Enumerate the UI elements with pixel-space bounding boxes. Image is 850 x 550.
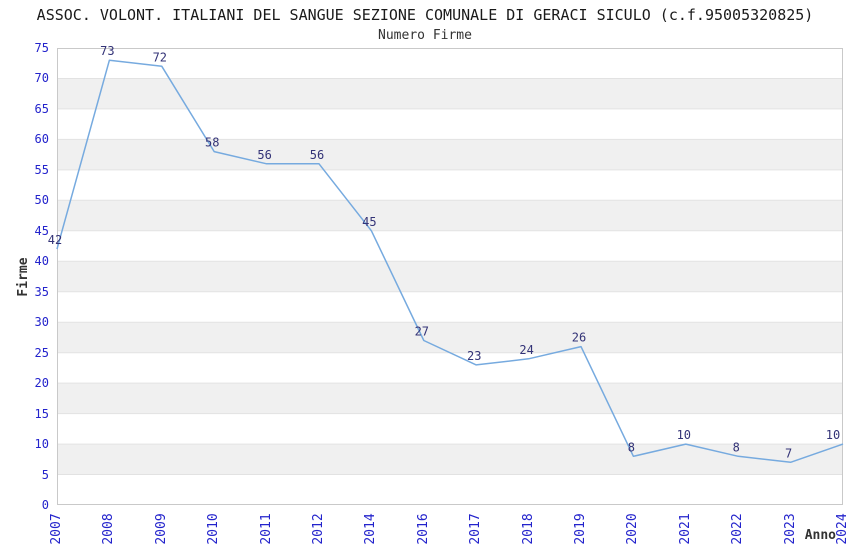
grid-band	[57, 444, 843, 475]
x-tick-label: 2021	[677, 513, 693, 545]
x-tick-label: 2019	[573, 513, 588, 545]
x-tick-label: 2023	[782, 513, 798, 545]
plot-border	[57, 48, 843, 505]
point-label: 72	[153, 50, 167, 64]
point-label: 26	[572, 331, 586, 345]
point-label: 23	[467, 349, 481, 363]
point-label: 10	[826, 428, 840, 442]
point-label: 56	[257, 148, 271, 162]
x-tick-label: 2007	[49, 513, 64, 545]
x-tick-label: 2016	[415, 513, 431, 545]
point-label: 58	[205, 136, 219, 150]
y-tick-label: 10	[34, 437, 49, 452]
point-label: 56	[310, 148, 324, 162]
y-tick-label: 40	[34, 254, 49, 269]
y-tick-label: 55	[34, 162, 49, 177]
point-label: 24	[519, 343, 533, 357]
grid-band	[57, 322, 843, 353]
y-tick-label: 50	[34, 193, 49, 208]
point-label: 8	[733, 440, 740, 454]
y-tick-label: 25	[34, 345, 49, 360]
chart-subtitle: Numero Firme	[378, 28, 472, 43]
y-axis-title: Firme	[16, 257, 31, 297]
x-tick-label: 2010	[206, 513, 222, 545]
x-tick-label: 2018	[520, 513, 536, 545]
x-tick-label: 2014	[363, 513, 379, 545]
y-tick-label: 70	[34, 71, 49, 86]
grid-band	[57, 261, 843, 292]
data-line	[56, 59, 844, 464]
y-tick-label: 30	[34, 315, 49, 330]
y-tick-label: 60	[34, 132, 49, 147]
x-tick-label: 2011	[258, 513, 274, 545]
y-tick-label: 15	[34, 406, 49, 421]
y-tick-label: 5	[41, 467, 49, 482]
y-tick-label: 65	[34, 101, 49, 116]
x-axis-title: Anno	[804, 528, 836, 543]
x-tick-label: 2020	[625, 513, 641, 545]
x-tick-label: 2017	[468, 513, 484, 545]
grid-band	[57, 200, 843, 231]
x-tick-label: 2024	[835, 513, 850, 545]
x-tick-label: 2022	[730, 513, 746, 545]
point-label: 45	[362, 215, 376, 229]
x-tick-label: 2008	[101, 513, 117, 545]
y-tick-label: 20	[34, 376, 49, 391]
y-tick-label: 45	[34, 223, 49, 238]
grid-band	[57, 78, 843, 109]
point-label: 10	[677, 428, 691, 442]
point-label: 8	[628, 440, 635, 454]
y-tick-label: 35	[34, 284, 49, 299]
y-tick-label: 0	[41, 498, 49, 512]
grid-band	[57, 383, 843, 414]
grid-band	[57, 139, 843, 170]
x-tick-label: 2009	[153, 513, 169, 545]
x-tick-label: 2012	[311, 513, 326, 545]
point-label: 7	[785, 446, 792, 460]
point-label: 42	[48, 233, 62, 247]
plot-area: 42 73 72 58 56 56 45 27 23 24 26 8 10 8 7 10	[48, 44, 844, 505]
chart-title: ASSOC. VOLONT. ITALIANI DEL SANGUE SEZIO…	[36, 6, 814, 24]
point-label: 73	[100, 44, 114, 58]
point-label: 27	[415, 325, 429, 339]
y-tick-label: 75	[34, 41, 49, 55]
